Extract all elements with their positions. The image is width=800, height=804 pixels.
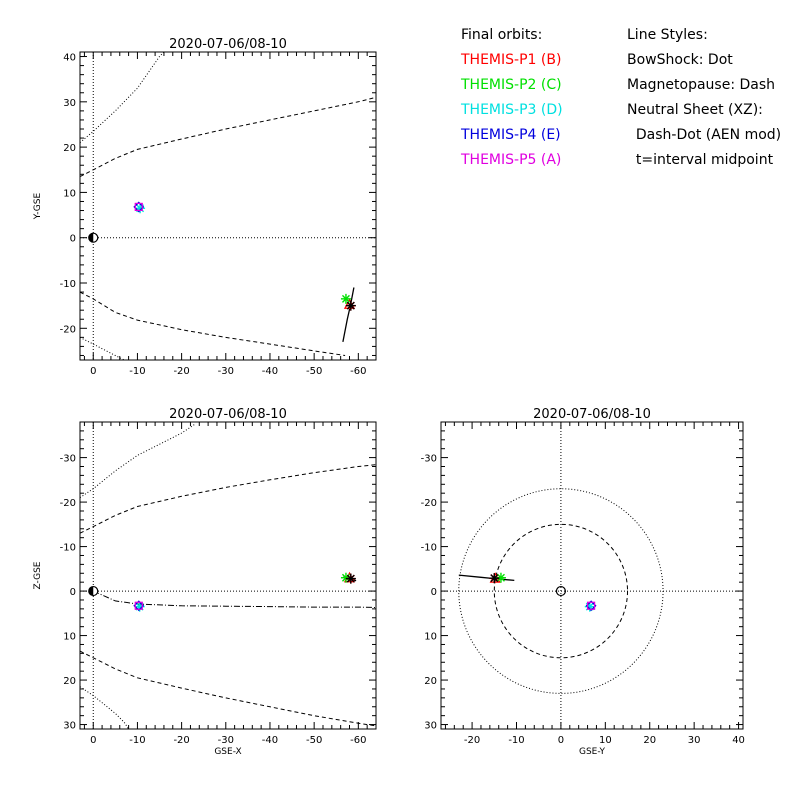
x-tick-label-xy: 0 bbox=[90, 366, 96, 377]
plot-content-xz bbox=[80, 422, 376, 729]
magnetopause-curve-xy bbox=[80, 96, 376, 178]
plot-frame-yz bbox=[440, 421, 744, 730]
plot-title-yz: 2020-07-06/08-10 bbox=[533, 407, 651, 422]
marker-square-xz bbox=[134, 601, 143, 610]
y-tick-label-xy: -10 bbox=[60, 279, 76, 290]
bowshock-curve-xy bbox=[80, 336, 125, 360]
y-tick-label-yz: 30 bbox=[424, 721, 437, 732]
cluster-star-xz bbox=[345, 573, 356, 584]
legend-item-p1: THEMIS-P1 (B) bbox=[461, 52, 562, 68]
plot-frame-xy bbox=[79, 51, 377, 361]
y-tick-label-xz: 30 bbox=[63, 721, 76, 732]
y-tick-label-yz: 20 bbox=[424, 676, 437, 687]
orbit-trajectory-xy bbox=[342, 287, 355, 343]
legend-styles-title: Line Styles: bbox=[627, 27, 708, 43]
x-tick-label-xy: -10 bbox=[129, 366, 145, 377]
bowshock-curve-xz bbox=[80, 686, 130, 729]
bowshock-curve-xz bbox=[80, 423, 196, 499]
x-tick-label-xy: -60 bbox=[350, 366, 366, 377]
marker-square-xy bbox=[134, 202, 143, 212]
legend-style-neutral-sheet: Neutral Sheet (XZ): bbox=[627, 102, 763, 118]
legend-item-p3: THEMIS-P3 (D) bbox=[461, 102, 563, 118]
bowshock-curve-xy bbox=[80, 52, 165, 143]
marker-square-yz bbox=[587, 601, 596, 610]
plot-content-xy bbox=[80, 52, 376, 360]
x-axis-label-yz: GSE-Y bbox=[579, 747, 606, 757]
earth-night-side-xz bbox=[88, 586, 94, 596]
y-tick-label-yz: -30 bbox=[421, 454, 437, 465]
magnetopause-circle-yz bbox=[493, 523, 629, 659]
y-tick-label-yz: -10 bbox=[421, 543, 437, 554]
plot-content-yz bbox=[441, 422, 743, 729]
x-tick-label-yz: 30 bbox=[688, 735, 701, 746]
magnetopause-curve-xz bbox=[80, 464, 376, 534]
x-tick-label-xy: -20 bbox=[173, 366, 189, 377]
y-tick-label-xz: 20 bbox=[63, 676, 76, 687]
plot-title-xz: 2020-07-06/08-10 bbox=[169, 407, 287, 422]
x-tick-label-yz: 10 bbox=[599, 735, 612, 746]
y-tick-label-yz: 10 bbox=[424, 632, 437, 643]
y-tick-label-xz: -10 bbox=[60, 543, 76, 554]
y-tick-label-xz: 0 bbox=[70, 587, 76, 598]
y-tick-label-xz: -30 bbox=[60, 454, 76, 465]
magnetopause-curve-xy bbox=[80, 291, 346, 356]
earth-symbol-yz bbox=[555, 585, 567, 597]
x-tick-label-xz: -40 bbox=[262, 735, 278, 746]
y-axis-label-xz: Z-GSE bbox=[33, 561, 43, 589]
orbit-trajectory-yz bbox=[458, 574, 515, 582]
x-tick-label-yz: 0 bbox=[558, 735, 564, 746]
y-tick-label-xz: 10 bbox=[63, 632, 76, 643]
magnetopause-curve-xz bbox=[80, 650, 376, 727]
legend-style-neutral-sheet-detail: Dash-Dot (AEN mod) bbox=[627, 127, 782, 143]
legend-style-magnetopause: Magnetopause: Dash bbox=[627, 77, 776, 93]
earth-night-side-xy bbox=[88, 233, 94, 243]
legend-item-p5: THEMIS-P5 (A) bbox=[461, 152, 562, 168]
x-tick-label-yz: 20 bbox=[643, 735, 656, 746]
x-tick-label-xy: -40 bbox=[262, 366, 278, 377]
legend-line-styles: Line Styles: BowShock: Dot Magnetopause:… bbox=[627, 23, 781, 173]
x-tick-label-xz: 0 bbox=[90, 735, 96, 746]
legend-item-p2: THEMIS-P2 (C) bbox=[461, 77, 562, 93]
legend-final-orbits: Final orbits: THEMIS-P1 (B) THEMIS-P2 (C… bbox=[461, 23, 563, 173]
marker-star-xy bbox=[340, 293, 351, 304]
plot-title-xy: 2020-07-06/08-10 bbox=[169, 37, 287, 52]
x-tick-label-xz: -20 bbox=[173, 735, 189, 746]
y-tick-label-xy: -20 bbox=[60, 324, 76, 335]
y-tick-label-xy: 20 bbox=[63, 143, 76, 154]
y-tick-label-xy: 30 bbox=[63, 98, 76, 109]
legend-orbits-title: Final orbits: bbox=[461, 27, 543, 43]
panel-xy: 2020-07-06/08-10 0 -10 -20 -30 -40 -50 -60 -20 -1… bbox=[33, 37, 377, 377]
y-tick-label-xy: 0 bbox=[70, 234, 76, 245]
x-tick-label-xy: -30 bbox=[218, 366, 234, 377]
y-tick-label-xy: 10 bbox=[63, 188, 76, 199]
x-axis-label-xz: GSE-X bbox=[214, 747, 241, 757]
x-tick-label-xy: -50 bbox=[306, 366, 322, 377]
cluster-star-xy bbox=[345, 300, 356, 311]
x-tick-label-xz: -50 bbox=[306, 735, 322, 746]
cluster-star-yz bbox=[489, 573, 500, 584]
x-tick-label-xz: -10 bbox=[129, 735, 145, 746]
x-tick-label-yz: -10 bbox=[508, 735, 524, 746]
legend-item-p4: THEMIS-P4 (E) bbox=[461, 127, 561, 143]
neutral-sheet-curve-xz bbox=[93, 590, 376, 608]
y-tick-label-yz: -20 bbox=[421, 498, 437, 509]
x-tick-label-xz: -30 bbox=[218, 735, 234, 746]
y-tick-label-xz: -20 bbox=[60, 498, 76, 509]
panel-yz: 2020-07-06/08-10 -20 -10 0 10 20 30 40 -30 -20 -10… bbox=[421, 407, 745, 757]
x-tick-label-yz: -20 bbox=[464, 735, 480, 746]
y-tick-label-yz: 0 bbox=[431, 587, 437, 598]
marker-star-yz bbox=[495, 572, 506, 583]
x-tick-label-xz: -60 bbox=[350, 735, 366, 746]
panel-xz: 2020-07-06/08-10 0 -10 -20 -30 -40 -50 -60 -30 -2… bbox=[33, 407, 377, 757]
y-tick-label-xy: 40 bbox=[63, 53, 76, 64]
x-tick-label-yz: 40 bbox=[732, 735, 745, 746]
y-axis-label-xy: Y-GSE bbox=[33, 193, 43, 221]
legend-style-bowshock: BowShock: Dot bbox=[627, 52, 733, 68]
bowshock-circle-yz bbox=[458, 488, 664, 694]
legend-style-interval-note: t=interval midpoint bbox=[627, 152, 774, 168]
plot-frame-xz bbox=[79, 421, 377, 730]
